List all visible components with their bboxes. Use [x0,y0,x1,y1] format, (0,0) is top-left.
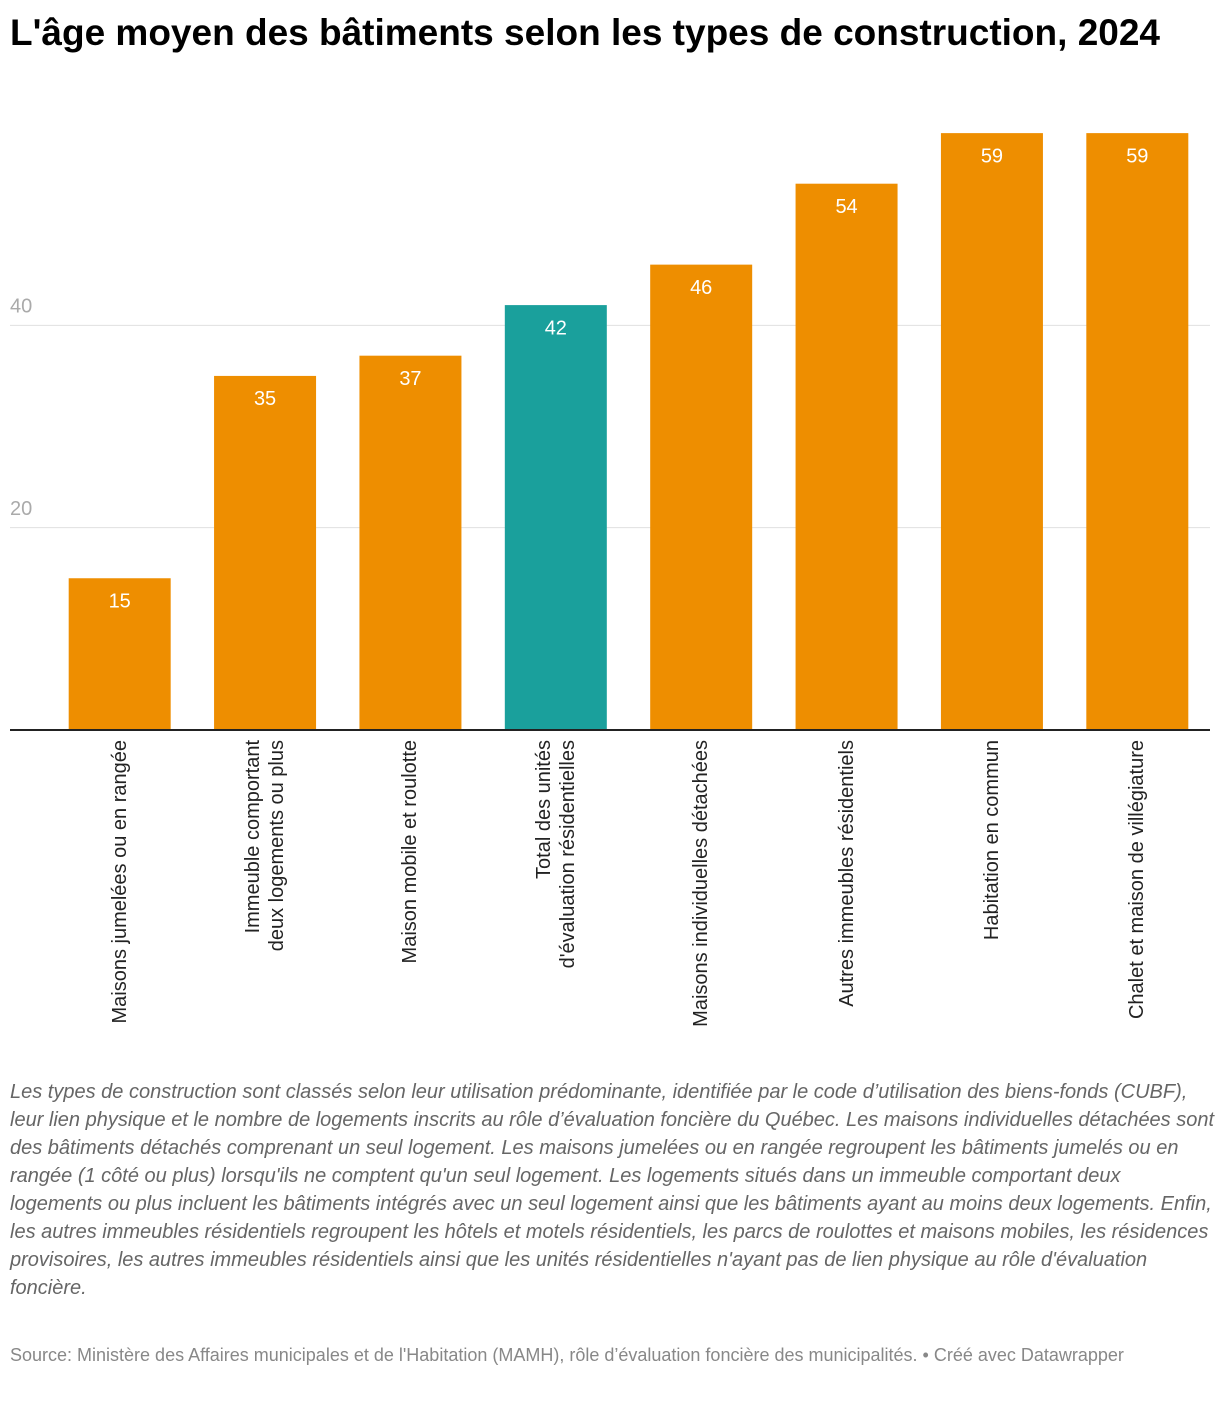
value-label: 54 [835,196,857,218]
chart-title: L'âge moyen des bâtiments selon les type… [10,12,1160,53]
x-tick-label: Maisons individuelles détachées [690,740,713,1027]
bar [795,183,898,730]
notes: Les types de construction sont classés s… [10,1081,1215,1299]
bar [650,264,753,730]
x-tick-label: Maison mobile et roulotte [399,740,422,964]
source: Source: Ministère des Affaires municipal… [10,1345,1124,1365]
x-tick-label: Habitation en commun [980,740,1003,941]
bar [68,578,171,730]
value-label: 37 [399,368,421,390]
y-tick-label: 20 [10,498,32,520]
bar [940,133,1043,730]
bar [1086,133,1189,730]
bar [214,375,317,730]
value-label: 35 [254,388,276,410]
value-label: 46 [690,277,712,299]
y-tick-label: 40 [10,296,32,318]
x-tick-label: Immeuble comportant deux logements ou pl… [242,740,289,952]
value-label: 15 [109,591,131,613]
value-label: 42 [545,317,567,339]
x-tick-label: Maisons jumelées ou en rangée [108,740,131,1024]
value-label: 59 [981,145,1003,167]
x-tick-label: Chalet et maison de villégiature [1126,740,1149,1020]
chart: 20 40 15 35 37 42 46 54 59 59 [10,133,1210,731]
x-tick-label: Autres immeubles résidentiels [835,740,858,1007]
bar [359,355,462,730]
bar [504,305,607,730]
value-label: 59 [1126,145,1148,167]
x-tick-label: Total des unités d'évaluation résidentie… [532,740,579,969]
